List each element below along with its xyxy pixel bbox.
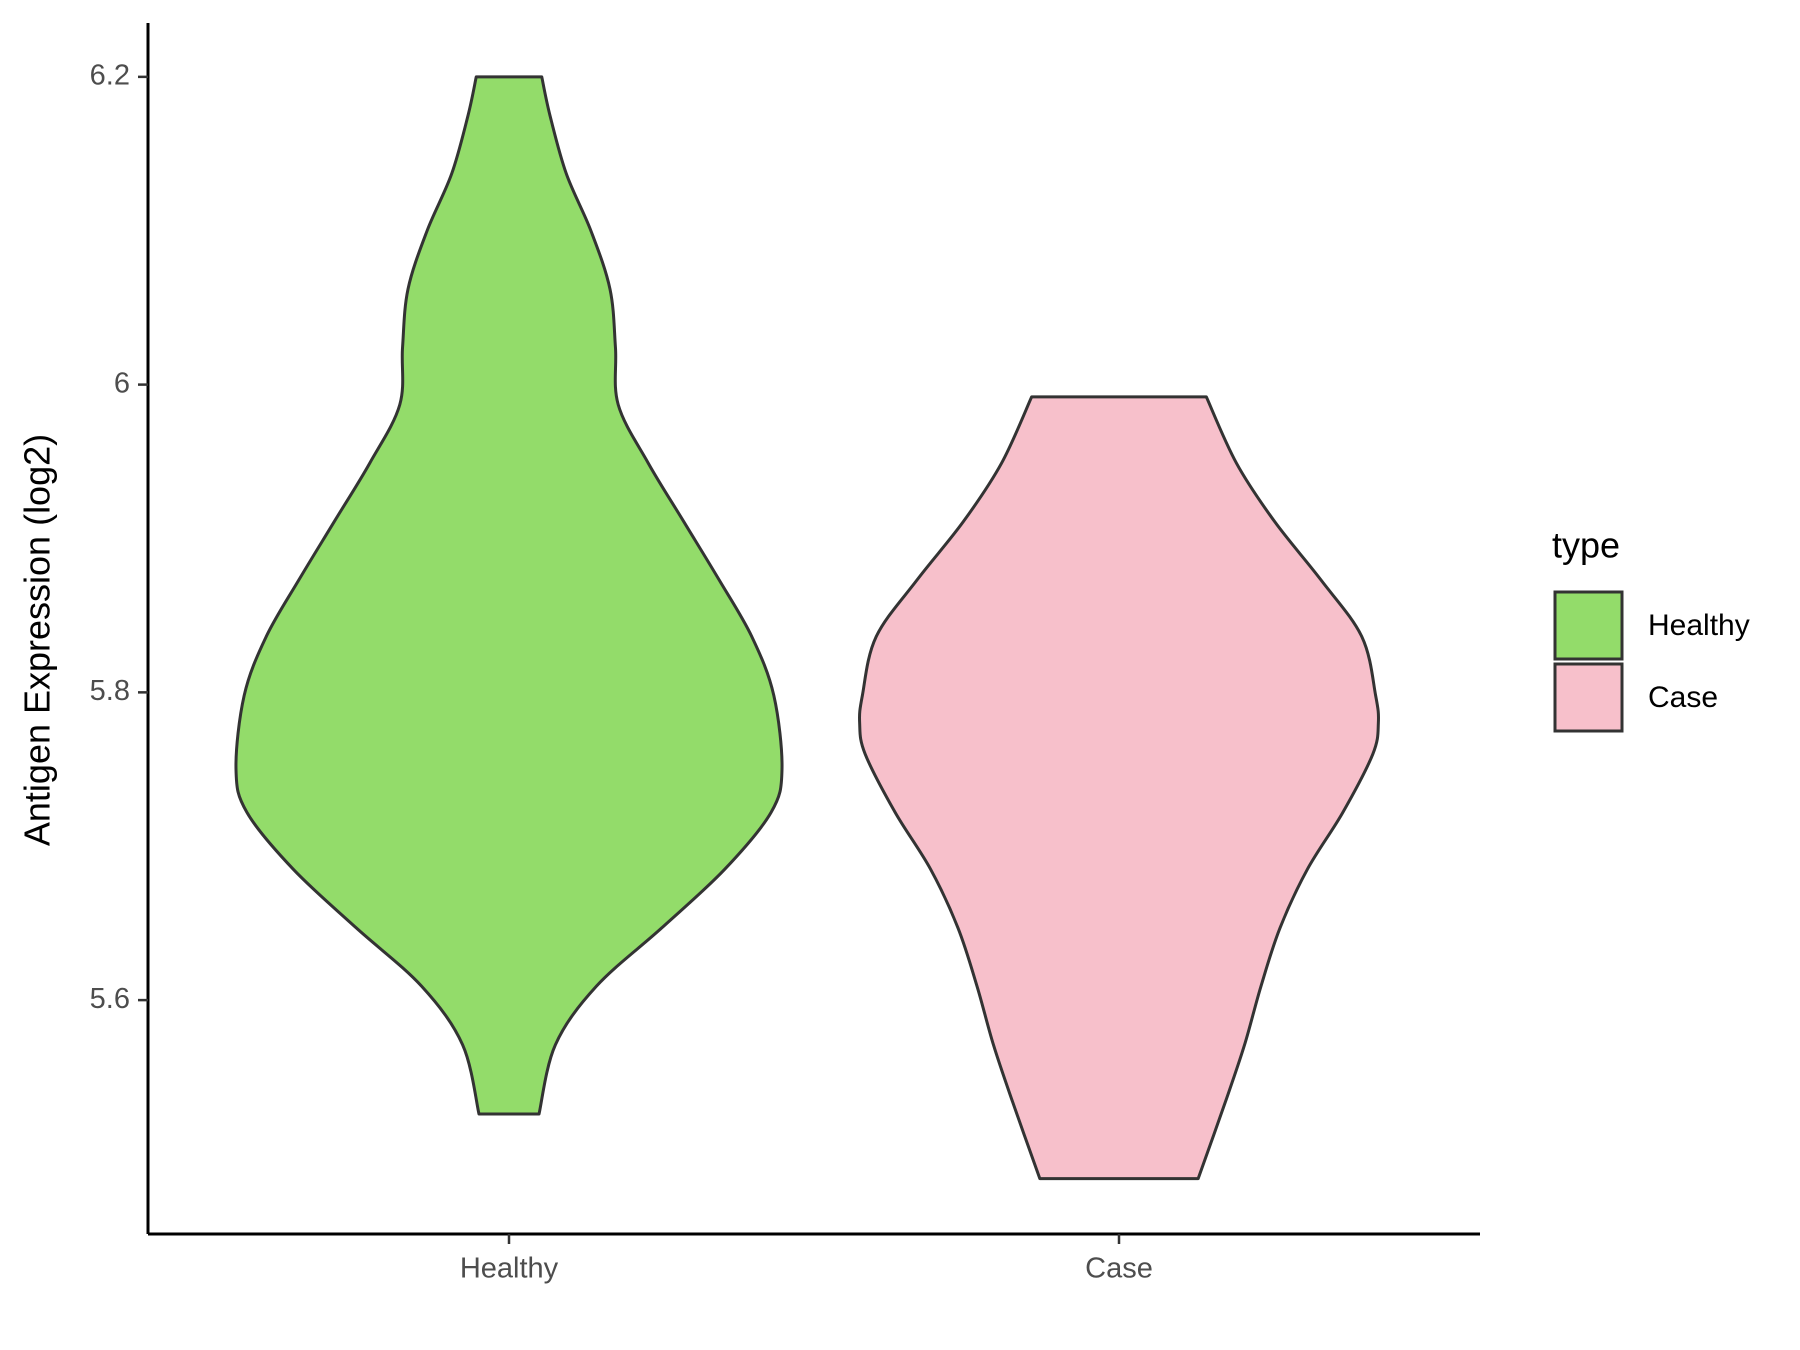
violin [234, 75, 784, 1116]
x-tick-label: Healthy [460, 1253, 559, 1285]
violin [858, 395, 1381, 1181]
legend-title: type [1552, 525, 1620, 566]
y-tick-label: 5.6 [90, 983, 130, 1015]
legend-label: Case [1648, 681, 1718, 714]
legend-swatch [1553, 662, 1624, 733]
x-tick-label: Case [1085, 1253, 1153, 1285]
y-tick-label: 6 [114, 367, 130, 399]
y-tick-label: 6.2 [90, 60, 130, 92]
legend-label: Healthy [1648, 609, 1750, 642]
y-tick-label: 5.8 [90, 675, 130, 707]
legend-swatch [1553, 590, 1624, 661]
y-axis-label: Antigen Expression (log2) [17, 434, 58, 846]
